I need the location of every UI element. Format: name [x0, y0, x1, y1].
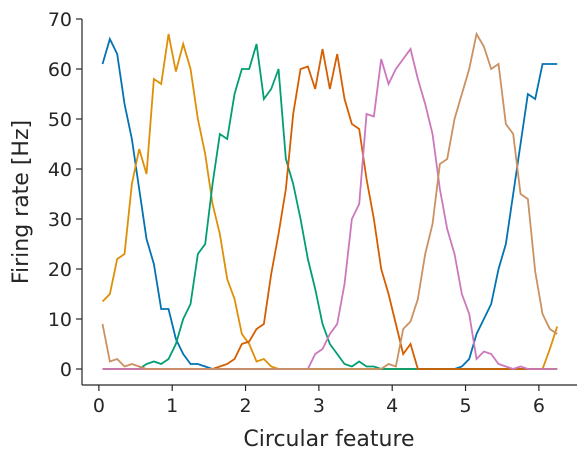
series-line	[101, 31, 558, 370]
y-tick-label: 10	[48, 309, 72, 331]
x-tick-label: 6	[533, 395, 545, 417]
y-tick-label: 60	[48, 59, 72, 81]
x-tick-label: 2	[239, 395, 251, 417]
x-tick-label: 0	[93, 395, 105, 417]
y-tick-label: 30	[48, 209, 72, 231]
x-tick-label: 4	[386, 395, 398, 417]
x-axis-label: Circular feature	[243, 427, 414, 452]
y-tick-label: 40	[48, 159, 72, 181]
y-axis-label: Firing rate [Hz]	[9, 120, 34, 284]
y-tick-label: 20	[48, 259, 72, 281]
y-tick-label: 50	[48, 109, 72, 131]
y-tick-label: 0	[60, 359, 72, 381]
x-tick-label: 3	[313, 395, 325, 417]
x-tick-label: 1	[166, 395, 178, 417]
y-tick-label: 70	[48, 9, 72, 31]
x-tick-label: 5	[459, 395, 471, 417]
